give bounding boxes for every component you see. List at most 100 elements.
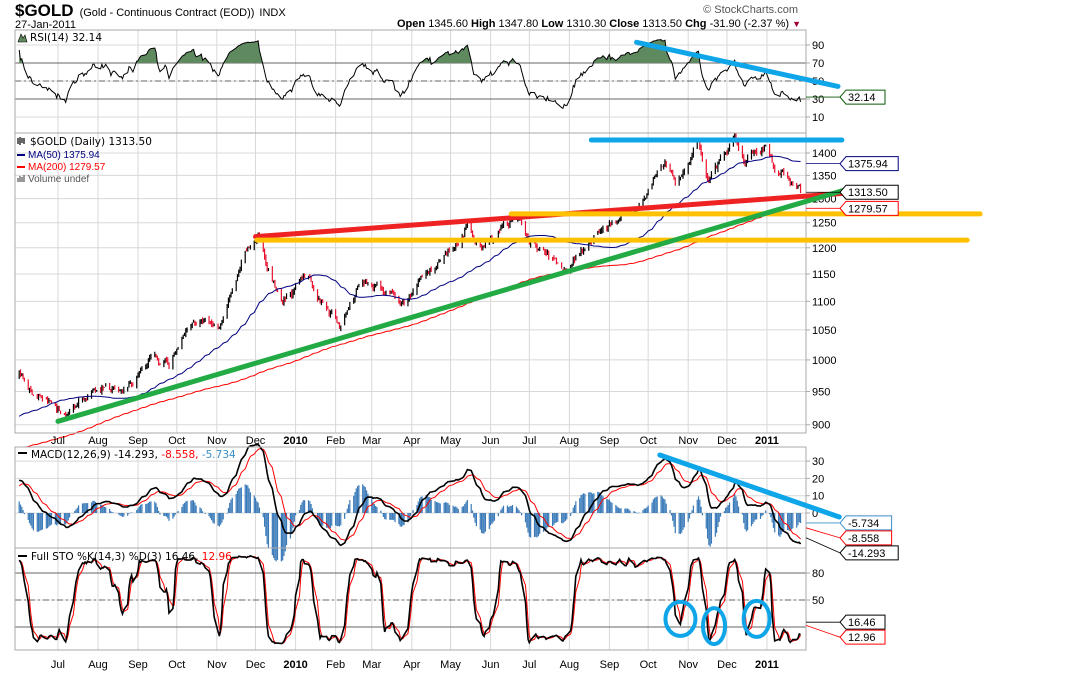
exchange: INDX	[259, 7, 286, 19]
sto-y-tick-label: 80	[812, 568, 824, 580]
open-label: Open	[397, 18, 425, 30]
macd-last-value-connector	[805, 537, 841, 554]
x-tick-label: Jul	[51, 659, 65, 671]
x-tick-label: Jul	[51, 435, 65, 447]
x-tick-label: Dec	[246, 659, 266, 671]
x-tick-label: Aug	[88, 659, 108, 671]
brand[interactable]: © StockCharts.com	[703, 4, 798, 16]
ma200-legend: MA(200) 1279.57	[28, 162, 106, 173]
svg-text:Full STO %K(14,3) %D(3) 16.46,: Full STO %K(14,3) %D(3) 16.46, 12.96	[31, 551, 232, 563]
sto-k-line	[18, 555, 801, 645]
candles-icon	[17, 137, 25, 145]
x-tick-label: Dec	[717, 659, 737, 671]
x-tick-label: 2010	[283, 435, 307, 447]
x-tick-label: Jul	[522, 435, 536, 447]
high-label: High	[471, 18, 496, 30]
highlight-circle	[741, 598, 772, 639]
sto-d-last-value-connector	[805, 624, 841, 638]
price-y-tick-label: 1400	[812, 148, 836, 160]
svg-text:MACD(12,26,9) -14.293, -8.558,: MACD(12,26,9) -14.293, -8.558, -5.734	[31, 449, 236, 461]
chart-date: 27-Jan-2011	[15, 19, 76, 31]
sto-swatch	[18, 555, 27, 557]
macd-y-tick-label: 30	[812, 456, 824, 468]
x-tick-label: Oct	[640, 435, 657, 447]
rsi-legend: RSI(14) 32.14	[17, 32, 102, 44]
ma200-last-value: 1279.57	[848, 203, 888, 215]
svg-text:Open 1345.60 High 1347.80 Lo: Open 1345.60 High 1347.80 Low 1310.30 Cl…	[397, 18, 801, 30]
ma200-last-value-box	[839, 200, 899, 216]
x-tick-label: May	[440, 659, 461, 671]
x-tick-label: Feb	[326, 435, 345, 447]
chart-title: $GOLD (Gold - Continuous Contract (EOD)) I…	[15, 1, 286, 20]
rsi-line	[18, 39, 802, 110]
last-value-labels: 32.14 1375.94 1313.50 1279.57 -5.734 -8.558 -1…	[805, 89, 899, 645]
x-tick-label: Jun	[482, 659, 500, 671]
x-tick-label: Oct	[168, 435, 185, 447]
x-tick-label: Jun	[482, 435, 500, 447]
macd-y-tick-label: 10	[812, 491, 824, 503]
sto-legend: Full STO %K(14,3) %D(3) 16.46, 12.96	[18, 551, 232, 563]
rsi-y-tick-label: 30	[812, 94, 824, 106]
macd-swatch	[18, 452, 27, 454]
rsi-legend-text: RSI(14) 32.14	[30, 32, 102, 44]
macd-last-value-box	[839, 545, 899, 561]
x-tick-label: Aug	[560, 659, 580, 671]
macd-signal-last-value: -8.558	[848, 533, 879, 545]
sto-panel	[14, 547, 807, 651]
x-tick-label: Dec	[246, 435, 266, 447]
price-panel	[14, 132, 807, 434]
sto-k-last-value-box	[839, 614, 886, 630]
highlight-circle	[663, 599, 698, 638]
ma50-last-value: 1375.94	[848, 159, 888, 171]
macd-y-tick-label: 0	[812, 508, 818, 520]
price-y-tick-label: 1100	[812, 296, 836, 308]
price-legend-text: $GOLD (Daily) 1313.50	[30, 136, 152, 148]
x-tick-label: Apr	[403, 435, 420, 447]
x-tick-label: Oct	[640, 659, 657, 671]
sto-k-last-value: 16.46	[848, 617, 876, 629]
rsi-icon	[17, 33, 28, 43]
macd-signal-last-value-box	[839, 530, 893, 546]
x-tick-label: May	[440, 435, 461, 447]
macd-hist-last-value-box	[839, 515, 893, 531]
low-label: Low	[541, 18, 563, 30]
chart-marks	[18, 39, 802, 645]
axis-labels: JulJulAugAugSepSepOctOctNovNovDecDec2010…	[51, 40, 837, 671]
macd-signal-last-value-connector	[805, 527, 841, 539]
macd-legend-text: MACD(12,26,9) -14.293,	[31, 449, 158, 461]
chg-label: Chg	[685, 18, 706, 30]
ma50-swatch	[17, 154, 25, 156]
x-tick-label: Nov	[207, 659, 227, 671]
sto-d-legend: 12.96	[202, 551, 232, 563]
ma200-swatch	[17, 166, 25, 168]
x-tick-label: 2011	[755, 659, 779, 671]
annotations	[55, 39, 983, 647]
price-y-tick-label: 1150	[812, 269, 836, 281]
down-arrow-icon: ▼	[792, 19, 801, 29]
volume-legend: Volume undef	[28, 174, 89, 185]
macd-y-tick-label: 20	[812, 473, 824, 485]
x-tick-label: Oct	[168, 659, 185, 671]
price-y-tick-label: 1200	[812, 243, 836, 255]
rsi-y-tick-label: 10	[812, 112, 824, 124]
macd-hist-legend: -5.734	[202, 449, 236, 461]
x-tick-label: Sep	[128, 659, 148, 671]
ohlc-summary: Open 1345.60 High 1347.80 Low 1310.30 Cl…	[397, 18, 801, 30]
x-tick-label: 2011	[755, 435, 779, 447]
price-y-tick-label: 1350	[812, 170, 836, 182]
x-tick-label: Apr	[403, 659, 420, 671]
price-y-tick-label: 900	[812, 420, 830, 432]
close-last-value: 1313.50	[848, 187, 888, 199]
macd-signal-legend: -8.558,	[161, 449, 198, 461]
macd-line	[18, 443, 802, 547]
trendline-blue	[657, 452, 842, 520]
x-tick-label: Sep	[600, 659, 620, 671]
sto-legend-text: Full STO %K(14,3) %D(3) 16.46,	[31, 551, 198, 563]
x-tick-label: Mar	[362, 659, 381, 671]
price-y-tick-label: 1250	[812, 218, 836, 230]
volume-icon	[17, 175, 25, 182]
close-label: Close	[609, 18, 639, 30]
rsi-last-value: 32.14	[848, 92, 876, 104]
close-last-value-box	[839, 184, 899, 200]
